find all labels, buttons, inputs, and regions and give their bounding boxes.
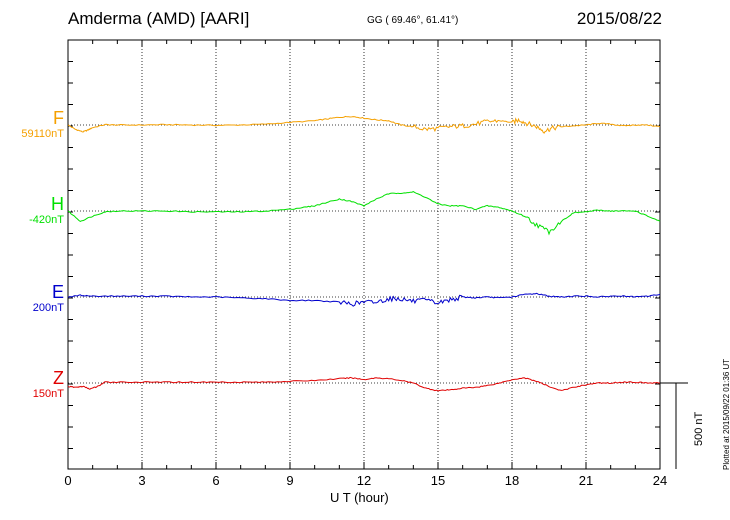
station-title: Amderma (AMD) [AARI] (68, 9, 250, 28)
component-baseline: 59110nT (21, 128, 64, 140)
component-letter: Z (53, 368, 64, 388)
component-baseline: -420nT (29, 214, 64, 226)
x-tick-label: 0 (64, 473, 71, 488)
component-letter: E (51, 282, 64, 302)
series-line-h (67, 191, 661, 236)
series-lines (67, 115, 661, 392)
plot-frame (67, 39, 661, 470)
x-tick-label: 12 (357, 473, 371, 488)
x-tick-label: 15 (431, 473, 445, 488)
scale-bar-label: 500 nT (693, 411, 705, 446)
x-tick-label: 21 (579, 473, 593, 488)
x-tick-label: 18 (505, 473, 519, 488)
component-label-e: E 200nT (33, 282, 64, 315)
series-line-z (67, 376, 660, 392)
axis-ticks: 0 3 6 9 12 15 18 21 24 (64, 39, 667, 488)
component-baseline: 150nT (32, 388, 64, 400)
plotted-timestamp: Plotted at 2015/09/22 01:36 UT (722, 358, 730, 470)
grid-lines (68, 40, 660, 469)
component-letter: F (53, 108, 64, 128)
x-tick-label: 3 (138, 473, 145, 488)
component-baseline: 200nT (32, 302, 64, 314)
component-label-h: H -420nT (29, 194, 64, 227)
geographic-coordinates: GG ( 69.46°, 61.41°) (367, 15, 459, 26)
x-tick-label: 9 (286, 473, 293, 488)
x-tick-label: 24 (653, 473, 667, 488)
x-tick-label: 6 (212, 473, 219, 488)
component-label-z: Z 150nT (33, 368, 64, 401)
series-line-e (67, 292, 661, 307)
x-axis-label: U T (hour) (330, 490, 389, 505)
series-line-f (68, 115, 661, 134)
scale-bar (660, 382, 688, 469)
component-letter: H (51, 194, 64, 214)
component-label-f: F 59110nT (21, 108, 64, 141)
date-label: 2015/08/22 (576, 9, 662, 28)
